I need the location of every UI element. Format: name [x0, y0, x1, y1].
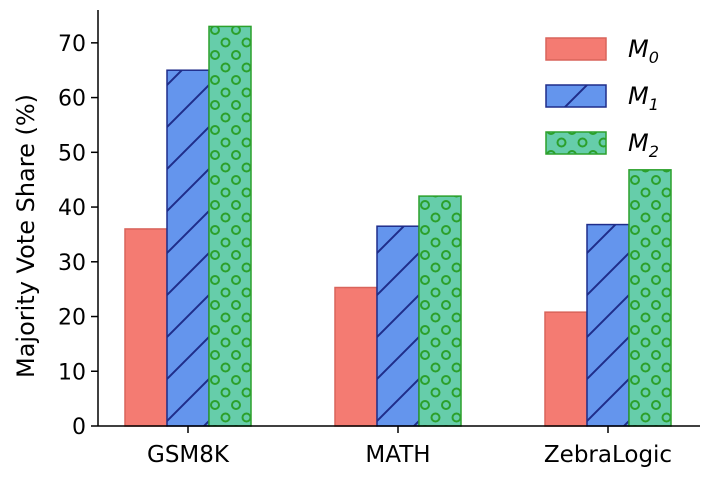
bars-layer: [124, 25, 672, 427]
y-tick-label: 30: [58, 251, 86, 276]
y-tick-label: 70: [58, 32, 86, 57]
bar-zebralogic-m0: [544, 311, 588, 427]
bar-gsm8k-m2: [208, 25, 252, 427]
x-tick-label: GSM8K: [147, 442, 230, 468]
legend-swatch-m2: [545, 131, 607, 155]
y-tick-label: 40: [58, 196, 86, 221]
y-tick-label: 0: [72, 415, 86, 440]
y-tick-label: 50: [58, 141, 86, 166]
legend: M0 M1 M2: [545, 35, 659, 161]
legend-label: M0: [628, 35, 659, 67]
y-tick-label: 10: [58, 360, 86, 385]
bar-zebralogic-m2: [628, 169, 672, 427]
y-tick-label: 60: [58, 87, 86, 112]
legend-swatch-m0: [545, 37, 607, 61]
x-tick-label: ZebraLogic: [544, 442, 672, 468]
legend-swatch-m1: [545, 84, 607, 108]
x-tick-label: MATH: [365, 442, 430, 468]
bar-zebralogic-m1: [586, 223, 630, 427]
legend-label: M1: [628, 82, 659, 114]
axes: 0 10 20 30 40 50 60 70 GSM8K MATH ZebraLogic: [58, 10, 700, 468]
bar-math-m0: [334, 286, 378, 427]
y-tick-label: 20: [58, 306, 86, 331]
legend-label: M2: [628, 129, 659, 161]
bar-gsm8k-m1: [166, 69, 210, 427]
y-axis-label: Majority Vote Share (%): [12, 94, 40, 378]
bar-math-m1: [376, 225, 420, 427]
bar-math-m2: [418, 195, 462, 427]
bar-gsm8k-m0: [124, 228, 168, 427]
